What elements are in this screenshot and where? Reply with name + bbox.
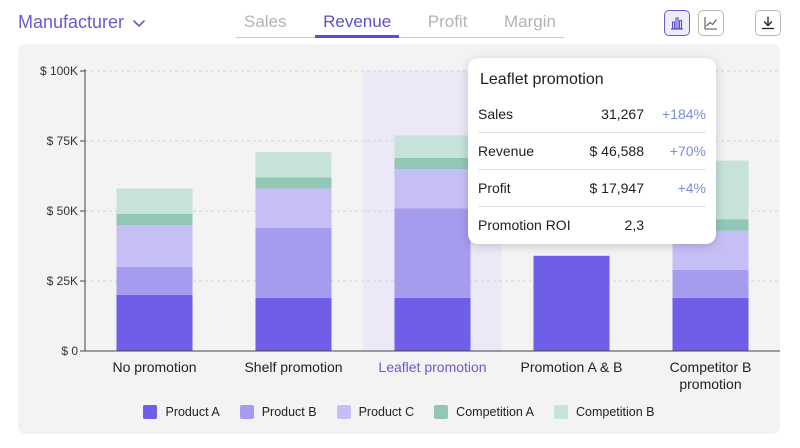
- bar-segment: [116, 188, 193, 214]
- legend-swatch: [239, 405, 254, 419]
- bar-segment: [394, 169, 471, 209]
- tab-margin[interactable]: Margin: [504, 12, 556, 31]
- bar-segment: [116, 295, 193, 351]
- bar-chart-view-button[interactable]: [664, 10, 690, 36]
- tooltip-delta: +4%: [677, 180, 706, 196]
- x-tick-label: Leaflet promotion: [378, 359, 486, 375]
- bar-segment: [116, 267, 193, 295]
- legend-item[interactable]: Product A: [143, 405, 220, 419]
- bar-segment: [116, 225, 193, 267]
- chart-tooltip: Leaflet promotion Sales 31,267 +184% Rev…: [468, 58, 716, 244]
- tooltip-row-profit: Profit $ 17,947 +4%: [478, 170, 706, 207]
- tooltip-row-roi: Promotion ROI 2,3: [478, 207, 706, 244]
- bar-segment: [255, 297, 332, 351]
- bar-chart-icon: [671, 17, 683, 30]
- y-tick-label: $ 25K: [47, 274, 78, 288]
- legend-item[interactable]: Competition B: [554, 405, 655, 419]
- line-chart-view-button[interactable]: [698, 10, 724, 36]
- bar-segment: [255, 227, 332, 298]
- tab-profit[interactable]: Profit: [427, 12, 468, 31]
- bar-segment: [394, 135, 471, 158]
- manufacturer-selector[interactable]: Manufacturer: [18, 12, 146, 33]
- chart-legend: Product A Product B Product C Competitio…: [18, 400, 780, 424]
- legend-label: Product C: [358, 405, 415, 419]
- legend-item[interactable]: Competition A: [434, 405, 534, 419]
- bar-segment: [394, 208, 471, 298]
- tooltip-delta: +70%: [669, 143, 706, 159]
- metric-tabs: Sales Revenue Profit Margin: [236, 10, 564, 38]
- tooltip-delta: +184%: [662, 106, 706, 122]
- bar-segment: [394, 297, 471, 351]
- bar-segment: [672, 269, 749, 298]
- line-chart-icon: [704, 17, 717, 30]
- legend-label: Product B: [261, 405, 317, 419]
- y-tick-label: $ 100K: [40, 64, 78, 78]
- tooltip-value: 2,3: [624, 217, 644, 233]
- tooltip-value: $ 17,947: [589, 180, 645, 196]
- bar-segment: [255, 177, 332, 189]
- legend-label: Competition B: [576, 405, 655, 419]
- bar-segment: [533, 255, 610, 351]
- bar-segment: [394, 157, 471, 169]
- selector-label: Manufacturer: [18, 12, 125, 32]
- x-tick-label: Shelf promotion: [244, 359, 342, 375]
- legend-swatch: [554, 405, 568, 419]
- download-icon: [761, 16, 775, 30]
- legend-label: Competition A: [456, 405, 534, 419]
- y-tick-label: $ 0: [61, 344, 78, 358]
- x-tick-label: Promotion A & B: [521, 359, 623, 375]
- tooltip-value: 31,267: [601, 106, 644, 122]
- tooltip-label: Profit: [478, 180, 511, 196]
- x-tick-label: No promotion: [112, 359, 196, 375]
- legend-item[interactable]: Product B: [239, 405, 317, 419]
- tooltip-label: Revenue: [478, 143, 535, 159]
- legend-swatch: [336, 405, 351, 419]
- bar-segment: [672, 297, 749, 351]
- tooltip-title: Leaflet promotion: [480, 71, 604, 88]
- tab-sales[interactable]: Sales: [244, 12, 287, 31]
- chevron-down-icon: [133, 19, 145, 27]
- legend-item[interactable]: Product C: [336, 405, 415, 419]
- legend-label: Product A: [165, 405, 220, 419]
- tooltip-label: Sales: [478, 106, 514, 122]
- bar-segment: [255, 152, 332, 178]
- bar-segment: [255, 188, 332, 228]
- y-tick-label: $ 75K: [47, 134, 78, 148]
- bar-segment: [116, 213, 193, 225]
- tooltip-value: $ 46,588: [589, 143, 645, 159]
- top-bar: Manufacturer Sales Revenue Profit Margin: [0, 0, 800, 44]
- tab-revenue[interactable]: Revenue: [315, 10, 400, 38]
- tooltip-label: Promotion ROI: [478, 217, 571, 233]
- tooltip-row-sales: Sales 31,267 +184%: [478, 96, 706, 133]
- legend-swatch: [434, 405, 449, 419]
- tooltip-row-revenue: Revenue $ 46,588 +70%: [478, 133, 706, 170]
- download-button[interactable]: [755, 10, 781, 36]
- y-tick-label: $ 50K: [47, 204, 78, 218]
- legend-swatch: [143, 405, 158, 419]
